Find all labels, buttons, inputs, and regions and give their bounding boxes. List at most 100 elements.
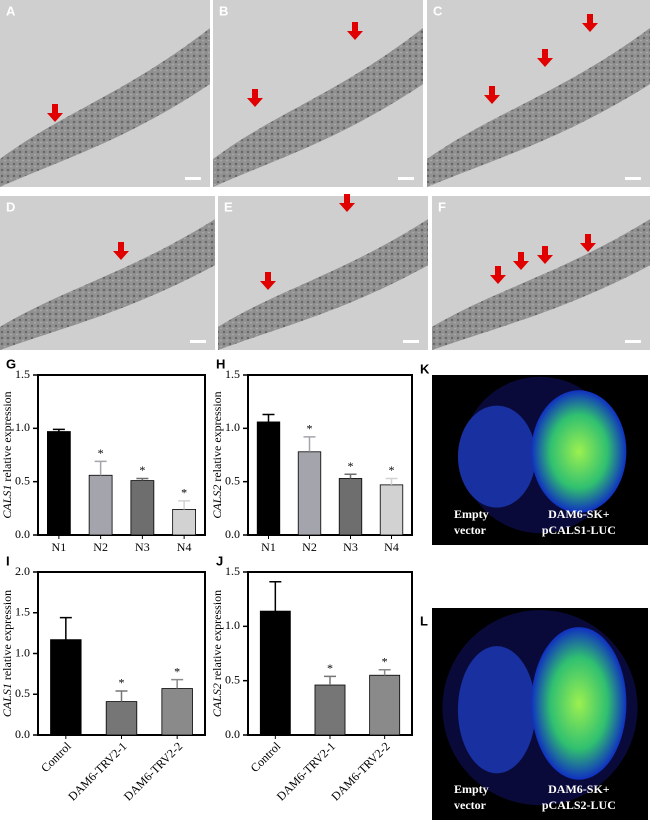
cell-wall	[0, 28, 210, 187]
panel-letter: G	[6, 356, 16, 371]
significance: *	[174, 664, 180, 678]
bar	[259, 610, 291, 736]
arrow	[339, 194, 355, 212]
y-tick-label: 0.0	[225, 527, 240, 541]
bar	[297, 451, 322, 536]
scale-bar	[403, 340, 419, 343]
leaf-left	[457, 646, 536, 774]
x-tick-label: N3	[135, 540, 150, 554]
arrow	[582, 14, 598, 32]
x-tick-label: Control	[38, 739, 74, 775]
y-tick-label: 1.0	[225, 420, 240, 434]
arrow	[113, 242, 129, 260]
x-tick-label: Control	[248, 739, 284, 775]
bar	[172, 508, 197, 536]
significance: *	[139, 463, 145, 477]
scale-bar	[625, 340, 641, 343]
significance: *	[98, 446, 104, 460]
significance: *	[389, 463, 395, 477]
arrow	[260, 272, 276, 290]
panel-letter: D	[6, 199, 15, 214]
y-tick-label: 1.0	[15, 420, 30, 434]
cell-wall	[218, 219, 428, 350]
panel-letter: J	[216, 553, 223, 568]
leaf-left	[457, 405, 536, 508]
luc-label: vector	[454, 523, 487, 537]
panel-letter: F	[438, 199, 446, 214]
x-tick-label: N3	[343, 540, 358, 554]
y-tick-label: 1.5	[225, 564, 240, 578]
y-tick-label: 1.5	[15, 367, 30, 381]
panel-letter: K	[420, 361, 430, 376]
error-bar	[59, 616, 72, 640]
arrow	[247, 89, 263, 107]
y-label-gene: CALS2	[210, 683, 224, 717]
significance: *	[307, 422, 313, 436]
y-tick-label: 0.0	[225, 727, 240, 741]
y-tick-label: 1.5	[225, 367, 240, 381]
y-label-text: relative expression	[210, 391, 224, 481]
y-tick-label: 2.0	[15, 564, 30, 578]
bar	[379, 484, 404, 536]
x-tick-label: N1	[52, 540, 67, 554]
panel-letter: I	[6, 553, 10, 568]
x-tick-label: DAM6-TRV2-2	[328, 739, 392, 803]
y-label-text: relative expression	[210, 590, 224, 680]
error-bar	[385, 477, 398, 485]
luc-label: Empty	[454, 507, 489, 521]
bar	[50, 639, 82, 736]
x-tick-label: N1	[261, 540, 276, 554]
panel-letter: E	[224, 199, 233, 214]
leaf-right	[531, 390, 627, 513]
y-label-gene: CALS1	[0, 485, 14, 519]
bar	[256, 421, 281, 536]
arrow	[47, 104, 63, 122]
error-bar	[269, 581, 282, 612]
leaf-right	[531, 627, 627, 780]
luc-label: DAM6-SK+	[548, 507, 610, 521]
error-bar	[171, 678, 184, 689]
arrow	[490, 266, 506, 284]
error-bar	[378, 669, 391, 676]
scale-bar	[398, 177, 414, 180]
y-axis-label: CALS2 relative expression	[210, 590, 224, 717]
y-axis-label: CALS1 relative expression	[0, 590, 14, 717]
x-tick-label: N2	[93, 540, 108, 554]
scale-bar	[625, 177, 641, 180]
bar	[130, 480, 155, 536]
x-tick-label: N4	[384, 540, 399, 554]
significance: *	[382, 655, 388, 669]
luc-label: vector	[454, 798, 487, 812]
significance: *	[181, 486, 187, 500]
y-tick-label: 0.0	[15, 727, 30, 741]
error-bar	[344, 473, 357, 479]
error-bar	[262, 413, 275, 422]
cell-wall	[432, 219, 650, 350]
y-tick-label: 1.5	[15, 605, 30, 619]
y-tick-label: 0.5	[225, 672, 240, 686]
y-tick-label: 0.5	[15, 686, 30, 700]
significance: *	[327, 661, 333, 675]
cell-wall	[0, 219, 215, 350]
error-bar	[178, 500, 191, 510]
panel-letter: A	[6, 3, 16, 18]
error-bar	[136, 477, 149, 481]
plot-frame	[37, 374, 206, 536]
y-label-gene: CALS1	[0, 683, 14, 717]
y-label-gene: CALS2	[210, 485, 224, 519]
significance: *	[119, 676, 125, 690]
error-bar	[94, 460, 107, 476]
bar	[105, 701, 138, 736]
y-tick-label: 0.5	[225, 473, 240, 487]
y-axis-label: CALS1 relative expression	[0, 391, 14, 518]
arrow	[580, 234, 596, 252]
x-tick-label: N4	[177, 540, 192, 554]
error-bar	[52, 428, 65, 432]
luc-label: Empty	[454, 782, 489, 796]
y-axis-label: CALS2 relative expression	[210, 391, 224, 518]
arrow	[513, 252, 529, 270]
bar	[369, 674, 401, 736]
luc-label: pCALS1-LUC	[542, 523, 616, 537]
